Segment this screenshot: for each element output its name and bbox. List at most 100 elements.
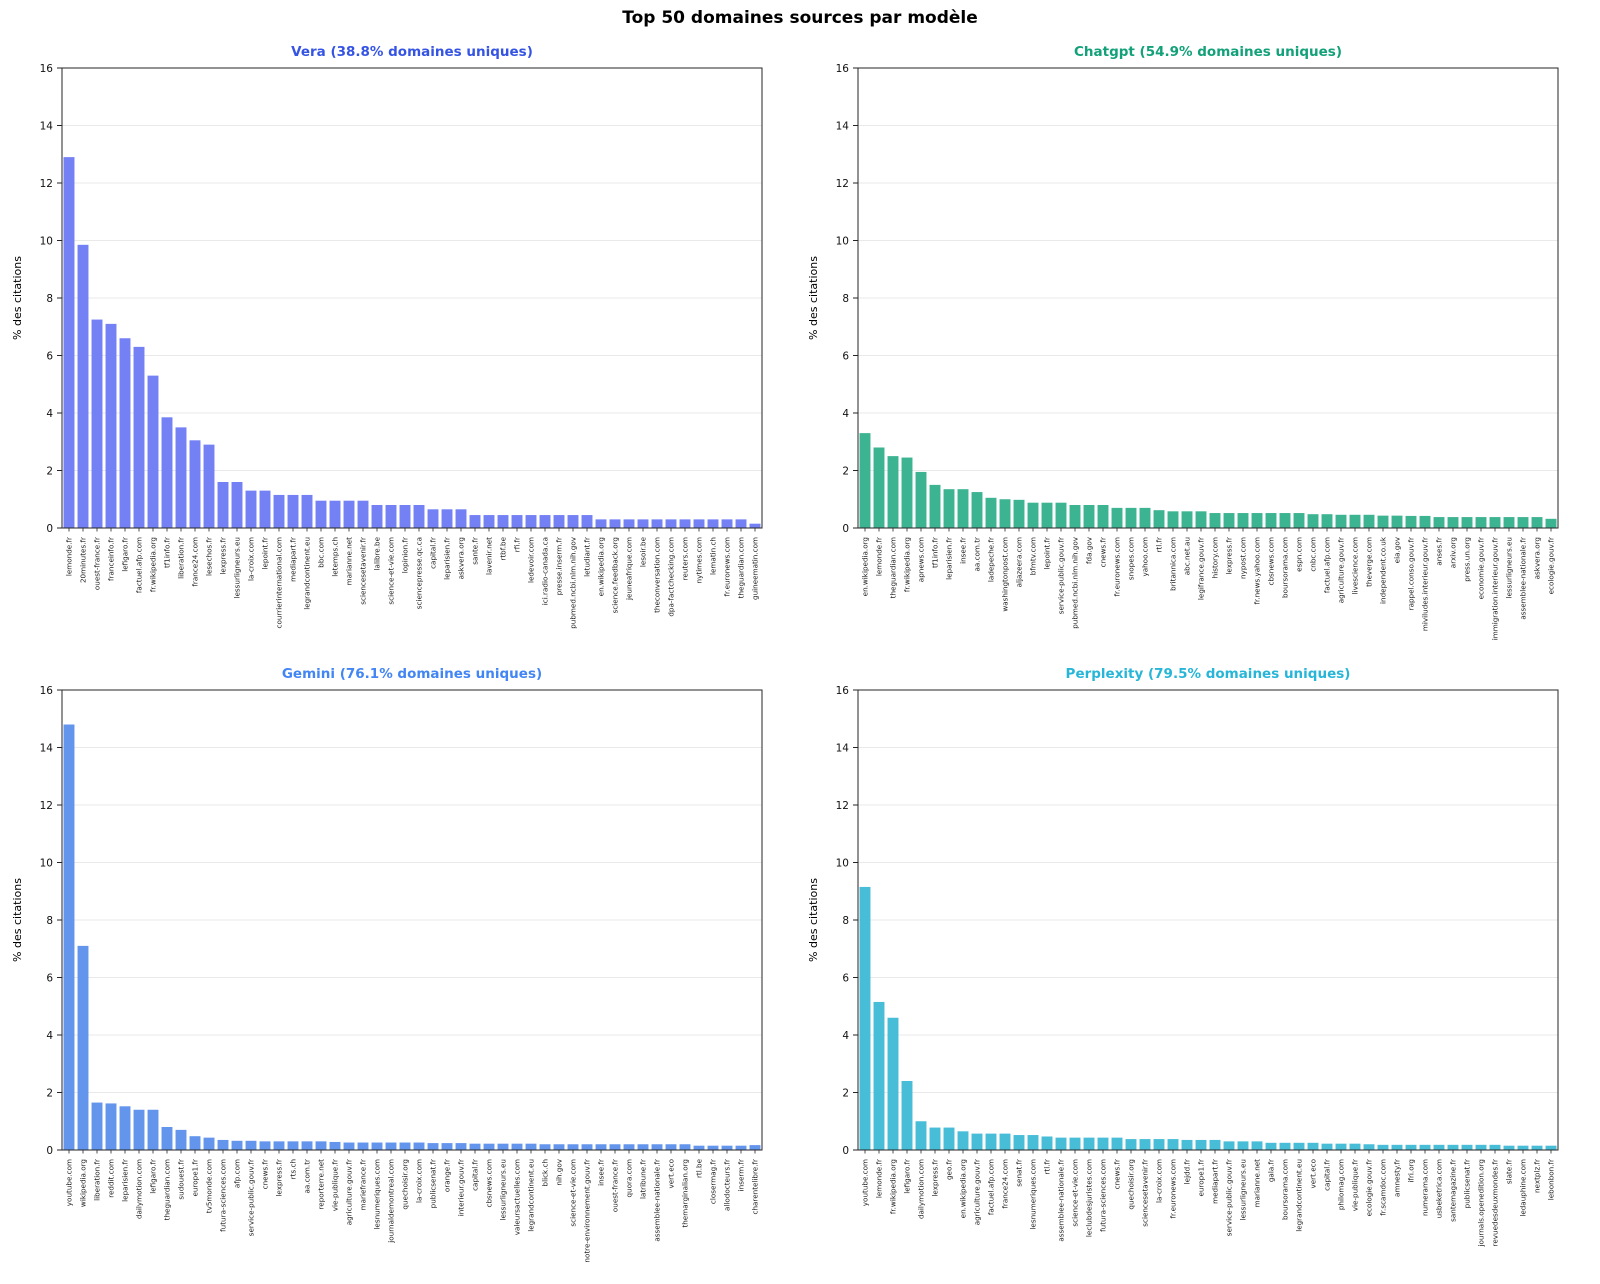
- x-tick-label: mediapart.fr: [289, 537, 298, 582]
- x-tick-label: fr.euronews.com: [1113, 537, 1122, 597]
- bar: [385, 1142, 397, 1150]
- x-tick-label: journaldemontreal.com: [387, 1159, 396, 1244]
- bar: [217, 482, 229, 528]
- y-tick-label: 12: [40, 178, 53, 190]
- y-axis-ticks: 0 2 4 6 8 10 12 14 16: [40, 63, 62, 535]
- x-axis-labels: youtube.com wikipedia.org liberation.fr red…: [65, 1158, 760, 1262]
- x-tick-label: capital.fr: [471, 1159, 480, 1191]
- x-tick-label: la-croix.com: [247, 537, 256, 581]
- bar: [1531, 1145, 1543, 1150]
- bar: [511, 1143, 523, 1150]
- bar: [637, 519, 649, 528]
- x-tick-label: rtl.fr: [1155, 537, 1164, 553]
- bar: [581, 515, 593, 528]
- x-tick-label: numerama.com: [1421, 1159, 1430, 1216]
- bar: [329, 1141, 341, 1150]
- x-tick-label: europe1.fr: [191, 1159, 200, 1197]
- bar: [1447, 1144, 1459, 1150]
- x-tick-label: leparisien.fr: [945, 537, 954, 580]
- bar: [1041, 1136, 1053, 1150]
- bar: [399, 1142, 411, 1150]
- bar: [1517, 517, 1529, 528]
- bar: [1237, 513, 1249, 528]
- bar: [735, 519, 747, 528]
- x-tick-label: tv5monde.com: [205, 1159, 214, 1213]
- bar: [1321, 514, 1333, 528]
- page-title: Top 50 domaines sources par modèle: [622, 8, 978, 28]
- bar: [873, 1001, 885, 1150]
- x-tick-label: immigration.interieur.gouv.fr: [1491, 537, 1500, 640]
- bar: [1013, 499, 1025, 528]
- bar: [371, 1142, 383, 1150]
- x-tick-label: espn.com: [1295, 537, 1304, 572]
- x-tick-label: lessurligneurs.eu: [233, 537, 242, 598]
- x-tick-label: 20minutes.fr: [79, 537, 88, 583]
- panel-vera: Vera (38.8% domaines uniques) % des cita…: [7, 32, 797, 652]
- x-tick-label: lesnumeriques.com: [1029, 1159, 1038, 1230]
- bar: [1139, 507, 1151, 528]
- x-tick-label: usbeketrica.com: [1435, 1159, 1444, 1218]
- x-tick-label: anses.fr: [1435, 537, 1444, 566]
- x-tick-label: britannica.com: [1169, 537, 1178, 591]
- x-axis-ticks: [68, 1150, 756, 1154]
- y-tick-label: 2: [46, 465, 53, 477]
- x-axis-labels: en.wikipedia.org lemonde.fr theguardian.co…: [861, 536, 1556, 640]
- x-tick-label: santemagazine.fr: [1449, 1159, 1458, 1222]
- x-tick-label: quechoisir.org: [401, 1159, 410, 1210]
- x-tick-label: theguardian.com: [889, 537, 898, 598]
- bar: [133, 346, 145, 528]
- x-tick-label: lemonde.fr: [875, 1159, 884, 1198]
- bar: [105, 1103, 117, 1150]
- bar: [497, 1143, 509, 1150]
- y-tick-label: 4: [842, 408, 849, 420]
- bar: [1419, 515, 1431, 528]
- y-axis-label: % des citations: [807, 256, 820, 340]
- bar: [525, 515, 537, 528]
- x-tick-label: aljazeera.com: [1015, 537, 1024, 587]
- x-tick-label: ecologie.gouv.fr: [1365, 1159, 1374, 1216]
- bar: [721, 1145, 733, 1150]
- bar: [1293, 1142, 1305, 1150]
- plot-frame: [61, 67, 763, 529]
- bar: [315, 1141, 327, 1150]
- bar: [217, 1139, 229, 1150]
- x-tick-label: lemonde.fr: [875, 537, 884, 576]
- bar: [413, 505, 425, 528]
- x-tick-label: lebonbon.fr: [1547, 1159, 1556, 1200]
- bar: [203, 1137, 215, 1150]
- bar: [1349, 1143, 1361, 1150]
- bar: [1167, 1139, 1179, 1150]
- bar: [385, 505, 397, 528]
- x-tick-label: nypost.com: [1239, 537, 1248, 579]
- panel-gemini: Gemini (76.1% domaines uniques) % des ci…: [7, 654, 797, 1274]
- y-axis-label: % des citations: [11, 256, 24, 340]
- x-tick-label: cnews.fr: [1113, 1159, 1122, 1189]
- x-tick-label: askvera.org: [457, 537, 466, 579]
- bar: [665, 1144, 677, 1150]
- x-tick-label: leclubdesjuristes.com: [1085, 1159, 1094, 1237]
- bar: [609, 1144, 621, 1150]
- x-tick-label: lalibre.be: [373, 536, 382, 570]
- x-tick-label: letudiant.fr: [583, 537, 592, 577]
- y-axis-label: % des citations: [11, 878, 24, 962]
- x-tick-label: lessurligneurs.eu: [1505, 537, 1514, 598]
- y-tick-label: 12: [836, 800, 849, 812]
- x-tick-label: gala.fr: [1267, 1159, 1276, 1182]
- x-tick-label: legrandcontinent.eu: [527, 1159, 536, 1232]
- x-tick-label: presse.inserm.fr: [555, 537, 564, 595]
- bar: [245, 1140, 257, 1150]
- bar: [623, 519, 635, 528]
- bar: [497, 515, 509, 528]
- x-tick-label: cnbc.com: [1309, 537, 1318, 572]
- y-tick-label: 4: [46, 1030, 53, 1042]
- bar: [999, 499, 1011, 528]
- bar: [189, 440, 201, 528]
- bar: [1083, 1137, 1095, 1150]
- x-tick-label: service-public.gouv.fr: [1225, 1159, 1234, 1236]
- bar: [749, 523, 761, 528]
- bar: [1461, 1144, 1473, 1150]
- x-tick-label: fr.wikipedia.org: [903, 537, 912, 592]
- bar: [553, 515, 565, 528]
- y-tick-label: 10: [40, 857, 53, 869]
- bar: [1265, 513, 1277, 528]
